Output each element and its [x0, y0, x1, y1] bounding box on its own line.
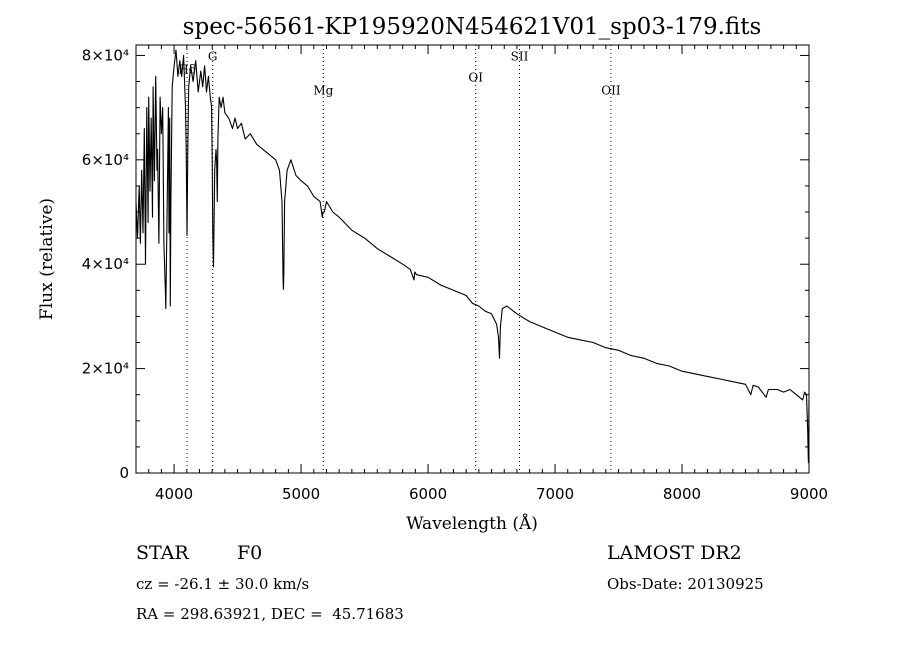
y-axis-label: Flux (relative) [37, 198, 57, 320]
spectrum-layer [135, 49, 810, 464]
x-tick-label: 7000 [536, 485, 574, 503]
survey-name: LAMOST DR2 [607, 542, 742, 564]
observation-date: Obs-Date: 20130925 [607, 575, 764, 593]
spectral-line-label: SII [511, 50, 529, 64]
y-tick-label: 8×10⁴ [82, 46, 129, 64]
spectral-line-label: OI [468, 71, 483, 85]
spectral-class: STAR [136, 542, 189, 564]
x-axis: 4000 5000 6000 7000 8000 9000 [148, 45, 828, 503]
x-tick-label: 4000 [155, 485, 193, 503]
y-tick-label: 0 [119, 464, 129, 482]
spectral-line-label: OII [601, 84, 621, 98]
x-tick-label: 5000 [282, 485, 320, 503]
y-axis: 0 2×10⁴ 4×10⁴ 6×10⁴ 8×10⁴ [82, 46, 809, 482]
spectral-subclass: F0 [237, 542, 262, 564]
spectral-line-label: G [208, 50, 218, 64]
x-tick-label: 9000 [790, 485, 828, 503]
spectrum-line-0 [135, 49, 810, 464]
redshift-velocity: cz = -26.1 ± 30.0 km/s [136, 575, 309, 593]
y-tick-label: 4×10⁴ [82, 255, 129, 273]
x-axis-label: Wavelength (Å) [406, 513, 538, 534]
y-tick-label: 2×10⁴ [82, 360, 129, 378]
plot-frame [135, 44, 810, 474]
spectral-line-label: Mg [313, 84, 333, 98]
x-tick-label: 6000 [409, 485, 447, 503]
sky-coordinates: RA = 298.63921, DEC = 45.71683 [136, 605, 404, 623]
x-tick-label: 8000 [663, 485, 701, 503]
y-tick-label: 6×10⁴ [82, 151, 129, 169]
chart-title: spec-56561-KP195920N454621V01_sp03-179.f… [183, 14, 762, 40]
